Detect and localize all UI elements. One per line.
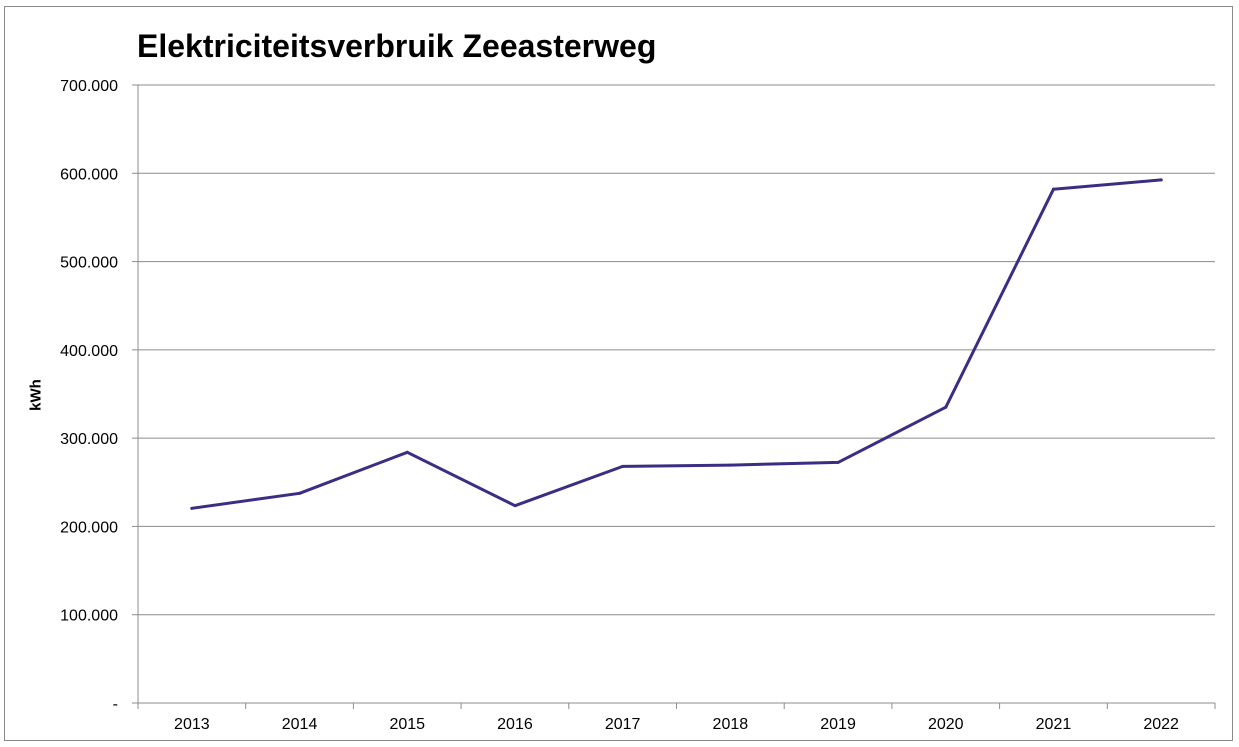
y-tick-label: 600.000 [60,166,118,183]
x-tick-label: 2018 [713,716,749,733]
y-tick-label: 300.000 [60,431,118,448]
y-tick-label: 500.000 [60,255,118,272]
data-point [190,506,194,510]
series-lines [190,178,1163,510]
y-tick-label: 400.000 [60,343,118,360]
x-tick-label: 2016 [497,716,533,733]
x-tick-labels: 2013 2014 2015 2016 2017 2018 2019 2020 2021 2022 [174,716,1179,733]
y-tick-label: 200.000 [60,519,118,536]
axes [132,84,1216,709]
x-tick-label: 2017 [605,716,641,733]
x-tick-label: 2015 [389,716,425,733]
gridlines [138,84,1215,616]
y-tick-label: - [113,696,118,713]
data-point [836,460,840,464]
data-point [944,405,948,409]
x-tick-label: 2014 [282,716,318,733]
data-point [298,491,302,495]
x-tick-label: 2019 [820,716,856,733]
x-tick-label: 2013 [174,716,210,733]
y-tick-label: 100.000 [60,608,118,625]
x-tick-label: 2021 [1036,716,1072,733]
data-point [621,464,625,468]
series-line [190,178,1163,510]
data-point [1159,178,1163,182]
chart-title: Elektriciteitsverbruik Zeeasterweg [137,28,657,64]
x-tick-label: 2022 [1143,716,1179,733]
y-tick-label: 700.000 [60,78,118,95]
data-point [513,504,517,508]
data-point [405,450,409,454]
chart-frame [4,6,1233,741]
data-point [728,463,732,467]
data-point [1051,187,1055,191]
y-tick-labels: - 100.000 200.000 300.000 400.000 500.000 600.… [60,78,118,713]
x-tick-label: 2020 [928,716,964,733]
